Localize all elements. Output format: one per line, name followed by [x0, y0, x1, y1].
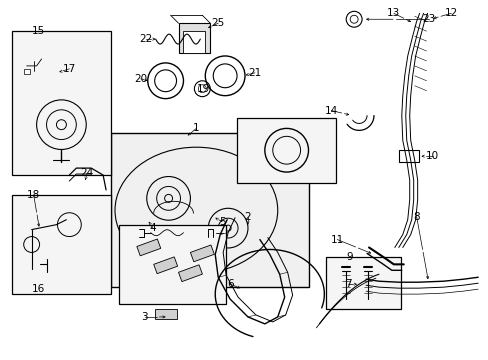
Bar [119, 225, 225, 304]
Text: 22: 22 [139, 34, 152, 44]
Text: 6: 6 [226, 279, 233, 289]
Text: 9: 9 [346, 252, 353, 262]
Bar [325, 257, 400, 309]
Text: 17: 17 [62, 64, 76, 74]
Text: 12: 12 [444, 8, 457, 18]
Bar [154, 309, 176, 319]
Text: 24: 24 [81, 168, 94, 178]
Bar [12, 195, 111, 294]
Text: 5: 5 [219, 217, 225, 227]
Bar [153, 257, 177, 274]
Text: 3: 3 [141, 312, 148, 322]
Bar [183, 31, 205, 53]
Bar [137, 239, 161, 256]
Bar [12, 31, 111, 175]
Bar [24, 69, 30, 74]
Text: 19: 19 [196, 84, 209, 94]
Text: 23: 23 [421, 14, 434, 24]
Bar [111, 133, 309, 287]
Text: 8: 8 [412, 212, 419, 222]
Text: 7: 7 [344, 279, 351, 289]
Bar [190, 245, 214, 262]
Text: 2: 2 [244, 212, 251, 222]
Text: 15: 15 [32, 26, 45, 36]
Text: 14: 14 [324, 105, 337, 116]
Text: 10: 10 [425, 151, 438, 161]
Text: 20: 20 [134, 74, 147, 84]
Bar [237, 118, 336, 183]
Text: 1: 1 [193, 123, 199, 134]
Text: 11: 11 [330, 234, 343, 244]
Bar [178, 23, 210, 53]
Text: 25: 25 [211, 18, 224, 28]
Bar [178, 265, 202, 282]
Bar [398, 150, 418, 162]
Text: 4: 4 [149, 222, 156, 233]
Text: 13: 13 [386, 8, 400, 18]
Text: 18: 18 [27, 190, 40, 200]
Text: 21: 21 [248, 68, 261, 78]
Text: 16: 16 [32, 284, 45, 294]
